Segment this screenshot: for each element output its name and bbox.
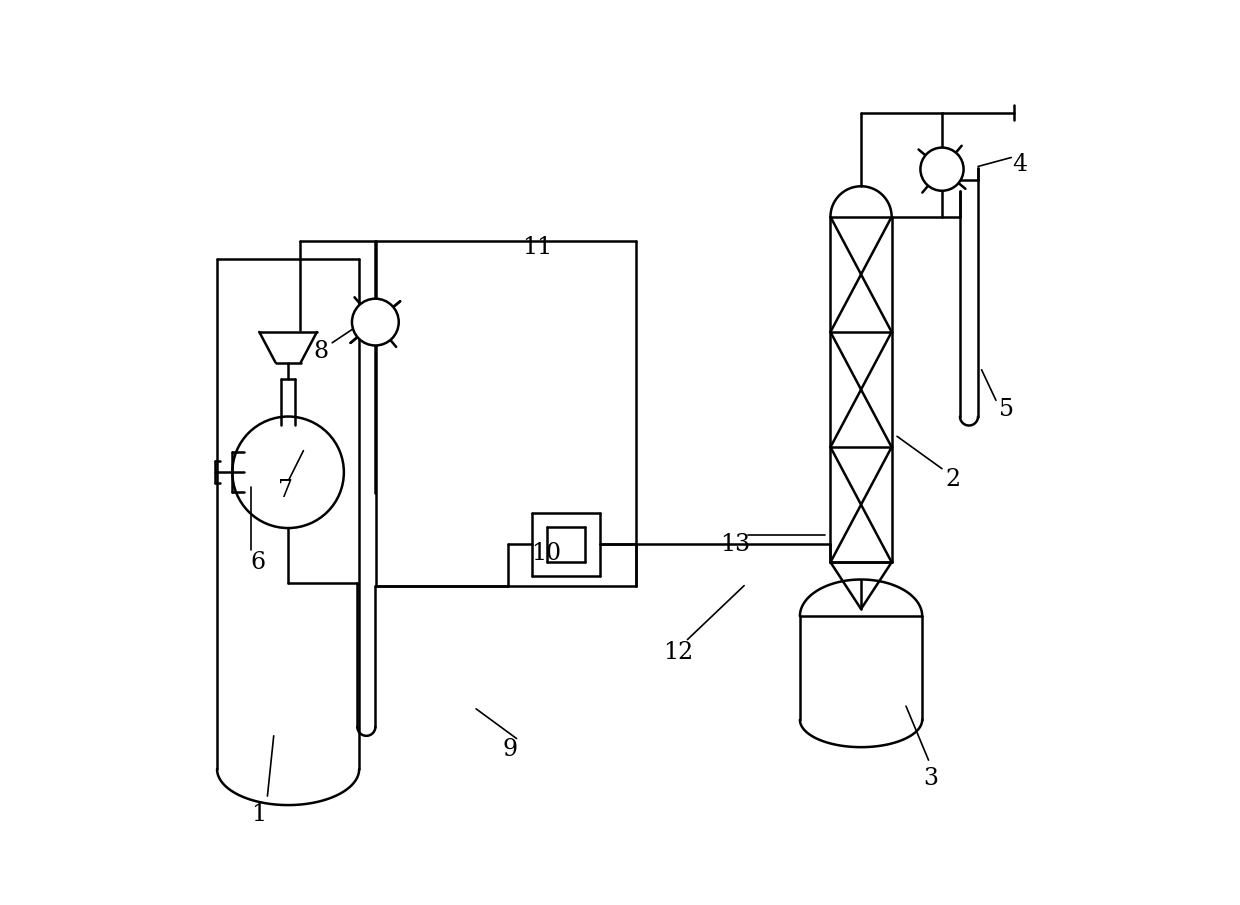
Text: 12: 12 bbox=[663, 641, 693, 663]
Text: 5: 5 bbox=[999, 398, 1014, 421]
Text: 8: 8 bbox=[314, 340, 329, 363]
Text: 11: 11 bbox=[522, 236, 552, 259]
Text: 2: 2 bbox=[945, 468, 960, 491]
Circle shape bbox=[920, 148, 963, 191]
Text: 6: 6 bbox=[250, 551, 267, 574]
Circle shape bbox=[352, 299, 399, 346]
Text: 4: 4 bbox=[1013, 153, 1028, 176]
Text: 10: 10 bbox=[531, 542, 562, 565]
Text: 7: 7 bbox=[278, 479, 293, 501]
Text: 13: 13 bbox=[720, 533, 750, 556]
Text: 3: 3 bbox=[923, 767, 937, 789]
Text: 1: 1 bbox=[250, 803, 267, 825]
Text: 9: 9 bbox=[502, 738, 518, 761]
